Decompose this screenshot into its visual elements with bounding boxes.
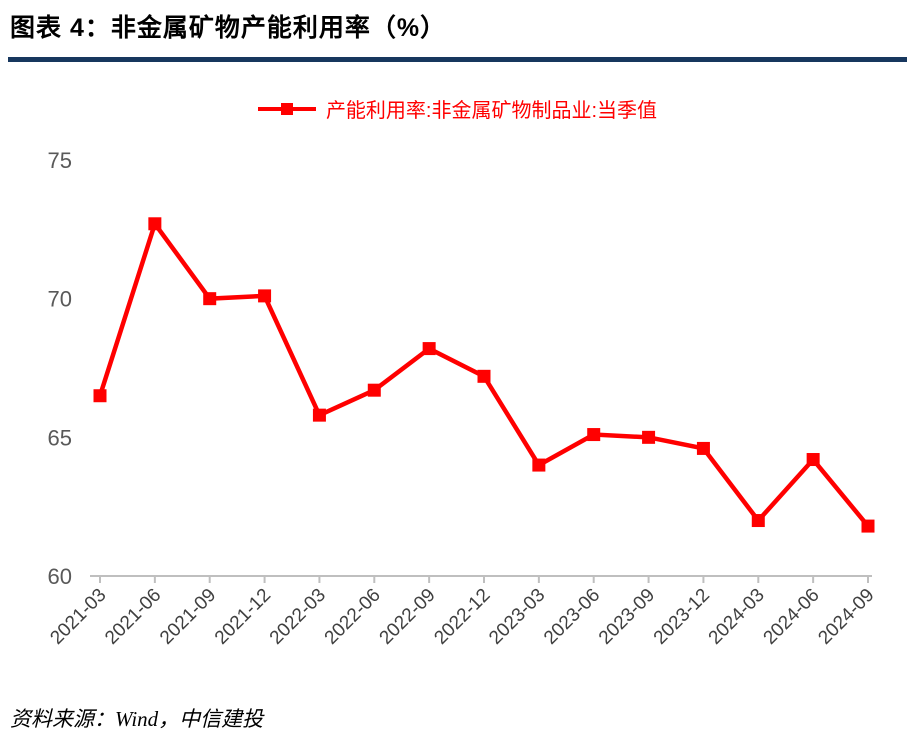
y-axis-tick-label: 60 xyxy=(48,564,72,589)
data-point-marker xyxy=(642,430,656,444)
source-note: 资料来源：Wind，中信建投 xyxy=(10,707,264,731)
chart-legend: 产能利用率:非金属矿物制品业:当季值 xyxy=(0,94,915,123)
data-point-marker xyxy=(696,441,710,455)
x-axis-tick-label: 2022-06 xyxy=(321,585,385,649)
x-axis-tick-label: 2022-03 xyxy=(266,585,330,649)
y-axis-tick-label: 65 xyxy=(48,425,72,450)
x-axis-tick-label: 2022-12 xyxy=(430,585,494,649)
data-point-marker xyxy=(806,453,820,467)
x-axis-tick-label: 2023-09 xyxy=(595,585,659,649)
x-axis-tick-label: 2021-09 xyxy=(156,585,220,649)
data-point-marker xyxy=(367,383,381,397)
x-axis-tick-label: 2023-12 xyxy=(650,585,714,649)
y-axis-tick-label: 70 xyxy=(48,287,72,312)
data-point-marker xyxy=(422,342,436,356)
x-axis-tick-label: 2024-03 xyxy=(705,585,769,649)
page-title: 图表 4：非金属矿物产能利用率（%） xyxy=(10,14,447,42)
x-axis-tick-label: 2023-06 xyxy=(540,585,604,649)
x-axis-tick-label: 2021-03 xyxy=(46,585,110,649)
data-point-marker xyxy=(93,389,107,403)
legend-square-icon xyxy=(280,102,293,115)
x-axis-tick-label: 2021-06 xyxy=(101,585,165,649)
capacity-utilization-line-chart: 606570752021-032021-062021-092021-122022… xyxy=(46,148,878,649)
x-axis-tick-label: 2024-09 xyxy=(814,585,878,649)
title-divider xyxy=(8,57,907,62)
y-axis-tick-label: 75 xyxy=(48,148,72,173)
data-point-marker xyxy=(203,292,217,306)
data-point-marker xyxy=(587,428,601,442)
x-axis-tick-label: 2022-09 xyxy=(376,585,440,649)
x-axis-tick-label: 2023-03 xyxy=(485,585,549,649)
data-point-marker xyxy=(477,369,491,383)
legend-series-marker-icon xyxy=(257,101,316,117)
x-axis-tick-label: 2021-12 xyxy=(211,585,275,649)
data-point-marker xyxy=(532,458,546,472)
data-point-marker xyxy=(312,408,326,422)
data-point-marker xyxy=(751,514,765,528)
x-axis-tick-label: 2024-06 xyxy=(760,585,824,649)
data-point-marker xyxy=(148,217,162,231)
legend-label: 产能利用率:非金属矿物制品业:当季值 xyxy=(325,100,658,122)
data-point-marker xyxy=(258,289,272,303)
data-point-marker xyxy=(861,519,875,533)
